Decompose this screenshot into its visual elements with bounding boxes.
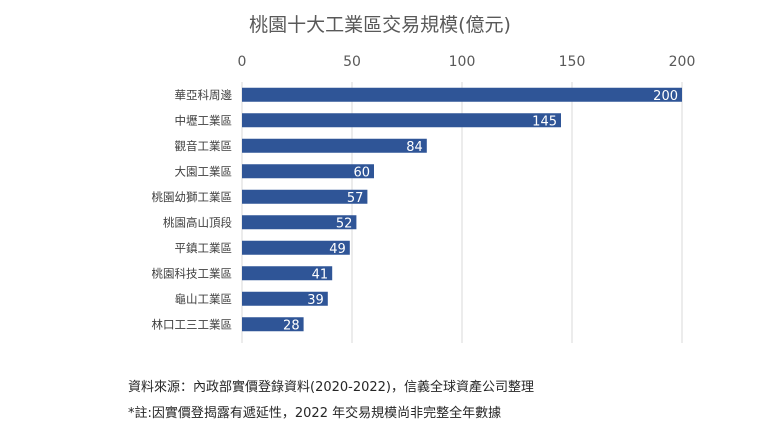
x-tick-label: 200 (669, 54, 696, 70)
bar (242, 215, 357, 230)
bar (242, 317, 304, 332)
data-label: 84 (406, 140, 423, 155)
chart-title: 桃園十大工業區交易規模(億元) (249, 14, 511, 36)
bar (242, 240, 350, 255)
category-label: 華亞科周邊 (175, 88, 233, 102)
category-label: 龜山工業區 (175, 292, 233, 306)
data-label: 60 (353, 165, 370, 180)
data-label: 49 (329, 242, 346, 257)
category-label: 桃園科技工業區 (152, 266, 233, 280)
category-label: 中壢工業區 (175, 113, 233, 127)
source-note: 資料來源：內政部實價登錄資料(2020-2022)，信義全球資產公司整理 (128, 380, 535, 395)
data-label: 39 (307, 293, 324, 308)
bar (242, 266, 333, 281)
x-tick-label: 50 (343, 54, 361, 70)
data-label: 57 (347, 191, 364, 206)
category-label: 平鎮工業區 (175, 241, 233, 255)
data-label: 41 (312, 267, 329, 282)
bar (242, 189, 368, 204)
category-label: 大園工業區 (175, 164, 233, 178)
category-label: 桃園高山頂段 (163, 215, 232, 229)
bar (242, 291, 328, 306)
x-tick-label: 150 (559, 54, 586, 70)
data-label: 145 (532, 114, 557, 129)
category-labels: 華亞科周邊中壢工業區觀音工業區大園工業區桃園幼獅工業區桃園高山頂段平鎮工業區桃園… (152, 88, 233, 332)
category-label: 林口工三工業區 (152, 317, 233, 331)
bar (242, 113, 561, 128)
category-label: 桃園幼獅工業區 (152, 190, 233, 204)
bar (242, 138, 427, 153)
x-axis-ticks: 0 50 100 150 200 (238, 54, 696, 70)
data-label: 200 (653, 89, 678, 104)
bar (242, 164, 374, 179)
category-label: 觀音工業區 (175, 139, 233, 153)
bar (242, 87, 682, 102)
x-tick-label: 100 (449, 54, 476, 70)
footnote: *註:因實價登揭露有遞延性，2022 年交易規模尚非完整全年數據 (128, 406, 502, 421)
x-tick-label: 0 (238, 54, 247, 70)
data-label: 52 (336, 216, 353, 231)
data-label: 28 (283, 318, 300, 333)
